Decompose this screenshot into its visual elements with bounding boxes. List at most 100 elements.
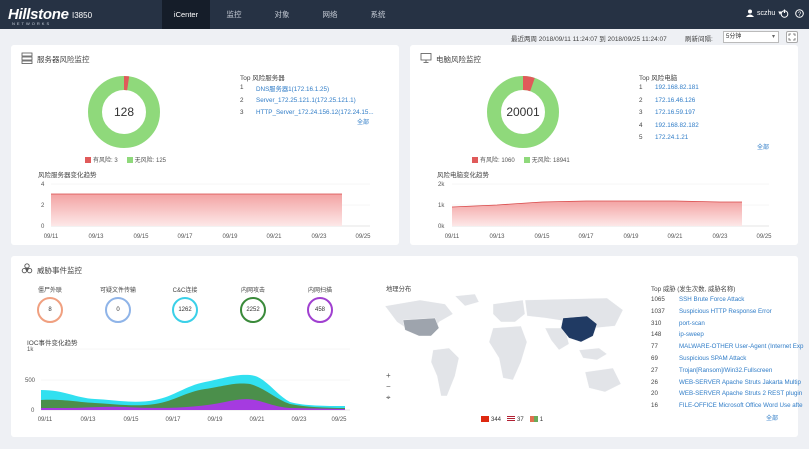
help-icon[interactable]: ?	[795, 9, 804, 18]
list-item[interactable]: 2 172.16.46.126	[639, 96, 696, 104]
list-item[interactable]: 1 192.168.82.181	[639, 84, 699, 91]
y-tick: 4	[41, 182, 45, 188]
list-item[interactable]: 27 Trojan[Ransom]/Win32.Fullscreen	[651, 366, 773, 374]
username: sczhu	[757, 9, 776, 17]
stat-intranet-scan[interactable]: 内网扫描 458	[295, 285, 345, 323]
user-menu[interactable]: sczhu ▾	[746, 9, 782, 17]
legend-risk: 有风险: 3	[85, 155, 118, 164]
nav-system[interactable]: 系统	[370, 10, 386, 19]
y-tick: 0	[41, 224, 45, 230]
y-tick: 0	[31, 408, 35, 414]
view-all-link[interactable]: 全部	[766, 416, 779, 422]
stat-cc-connection[interactable]: C&C连接 1262	[160, 285, 210, 323]
map-title: 地理分布	[386, 286, 412, 293]
stat-intranet-attack[interactable]: 内网攻击 2252	[228, 285, 278, 323]
server-trend-chart: 4 2 0 09/11 09/13 09/15 09/17 09/19 09/2…	[41, 182, 371, 240]
top-servers-title: Top 风险服务器	[240, 75, 285, 82]
x-tick: 09/11	[445, 234, 460, 240]
fullscreen-button[interactable]	[786, 31, 798, 43]
list-item[interactable]: 3 172.16.59.197	[639, 109, 696, 116]
server-total: 128	[113, 105, 135, 119]
device-model: I3850	[72, 11, 93, 20]
list-item[interactable]: 20 WEB-SERVER Apache Struts 2 REST plugin	[651, 390, 803, 398]
nav-icenter[interactable]: iCenter	[162, 0, 210, 29]
panel-title: 服务器风险监控	[37, 55, 90, 64]
chevron-down-icon: ▾	[778, 10, 782, 17]
nav-network[interactable]: 网络	[322, 10, 338, 19]
pc-trend-chart: 2k 1k 0k 09/11 09/13 09/15 09/17 09/19 0…	[438, 182, 772, 240]
legend-risk: 有风险: 1060	[472, 155, 515, 164]
y-tick: 2	[41, 203, 45, 209]
flag-icon	[529, 416, 538, 422]
legend-other: 1	[529, 416, 543, 423]
map-zoom-controls: + − ⌖	[386, 371, 391, 403]
zoom-in-icon[interactable]: +	[386, 371, 391, 380]
x-tick: 09/25	[355, 234, 371, 240]
list-item[interactable]: 1 DNS服务器1(172.16.1.25)	[240, 84, 330, 93]
y-tick: 1k	[27, 347, 34, 353]
view-all-link[interactable]: 全部	[357, 120, 370, 126]
power-icon[interactable]	[780, 9, 789, 18]
y-tick: 0k	[438, 224, 445, 230]
legend-safe: 无风险: 125	[126, 155, 166, 164]
list-item[interactable]: 16 FILE-OFFICE Microsoft Office Word Use …	[651, 402, 803, 410]
us-flag-icon	[507, 416, 516, 422]
trend-area	[452, 201, 742, 226]
top-threats-title: Top 威胁 (发生次数, 威胁名称)	[651, 286, 736, 293]
x-tick: 09/19	[623, 234, 639, 240]
nav-monitor[interactable]: 监控	[226, 10, 242, 19]
brand-logo-sub: NETWORKS	[12, 21, 52, 26]
trend-line	[451, 200, 742, 208]
x-tick: 09/17	[177, 234, 193, 240]
donut-legend: 有风险: 1060 无风险: 18941	[472, 155, 570, 164]
map-country-china	[560, 315, 598, 343]
x-tick: 09/13	[88, 234, 104, 240]
computer-icon	[420, 53, 432, 63]
ioc-scan-area	[41, 399, 345, 410]
trend-title: 风险电脑变化趋势	[437, 172, 489, 179]
list-item[interactable]: 26 WEB-SERVER Apache Struts Jakarta Multi…	[651, 378, 801, 386]
nav-objects[interactable]: 对象	[274, 10, 290, 19]
server-risk-donut	[88, 76, 160, 148]
list-item[interactable]: 1065 SSH Brute Force Attack	[651, 296, 745, 303]
x-tick: 09/21	[249, 417, 265, 423]
top-servers-list: 1 DNS服务器1(172.16.1.25) 2 Server_172.25.121…	[240, 84, 390, 122]
legend-china: 344	[481, 416, 501, 423]
world-map[interactable]	[375, 292, 637, 410]
list-item[interactable]: 1037 Suspicious HTTP Response Error	[651, 307, 772, 315]
stat-botnet[interactable]: 僵尸外联 8	[25, 285, 75, 323]
donut-risk-arc	[88, 76, 160, 148]
ioc-attack-area	[41, 383, 345, 410]
refresh-interval-select[interactable]: 5分钟 ▾	[723, 31, 779, 43]
y-tick: 1k	[438, 203, 445, 209]
panel-title: 威胁事件监控	[37, 266, 82, 275]
chevron-down-icon: ▾	[771, 34, 775, 40]
top-pcs-list: 1 192.168.82.181 2 172.16.46.126 3 172.16.5…	[639, 84, 789, 147]
svg-text:?: ?	[798, 12, 802, 18]
view-all-link[interactable]: 全部	[757, 145, 770, 151]
list-item[interactable]: 4 192.168.82.182	[639, 121, 699, 129]
x-tick: 09/23	[291, 417, 307, 423]
zoom-out-icon[interactable]: −	[386, 382, 391, 391]
ioc-trend-title: IOC事件变化趋势	[27, 340, 78, 347]
list-item[interactable]: 148 ip-sweep	[651, 331, 704, 339]
ioc-trend-chart: 1k 500 0 09/11 09/13 09/15 09/17 09/19 0…	[25, 347, 350, 423]
reset-view-icon[interactable]: ⌖	[386, 393, 391, 402]
pc-risk-donut	[487, 76, 559, 148]
list-item[interactable]: 3 HTTP_Server_172.24.156.12(172.24.15...	[240, 109, 374, 116]
legend-safe: 无风险: 18941	[523, 155, 570, 164]
list-item[interactable]: 310 port-scan	[651, 319, 705, 327]
map-country-us	[402, 317, 440, 337]
list-item[interactable]: 2 Server_172.25.121.1(172.25.121.1)	[240, 96, 356, 104]
top-nav-bar: Hillstone NETWORKS I3850 iCenter 监控 对象 网…	[0, 0, 809, 29]
x-tick: 09/15	[133, 234, 149, 240]
x-tick: 09/15	[123, 417, 139, 423]
stat-suspicious-file[interactable]: 可疑文件传输 0	[93, 285, 143, 323]
china-flag-icon	[481, 416, 489, 422]
list-item[interactable]: 5 172.24.1.21	[639, 134, 689, 141]
list-item[interactable]: 69 Suspicious SPAM Attack	[651, 354, 747, 362]
x-tick: 09/21	[266, 234, 282, 240]
list-item[interactable]: 77 MALWARE-OTHER User-Agent (Internet Exp	[651, 343, 804, 351]
x-tick: 09/17	[165, 417, 181, 423]
main-nav: iCenter 监控 对象 网络 系统	[162, 0, 402, 29]
